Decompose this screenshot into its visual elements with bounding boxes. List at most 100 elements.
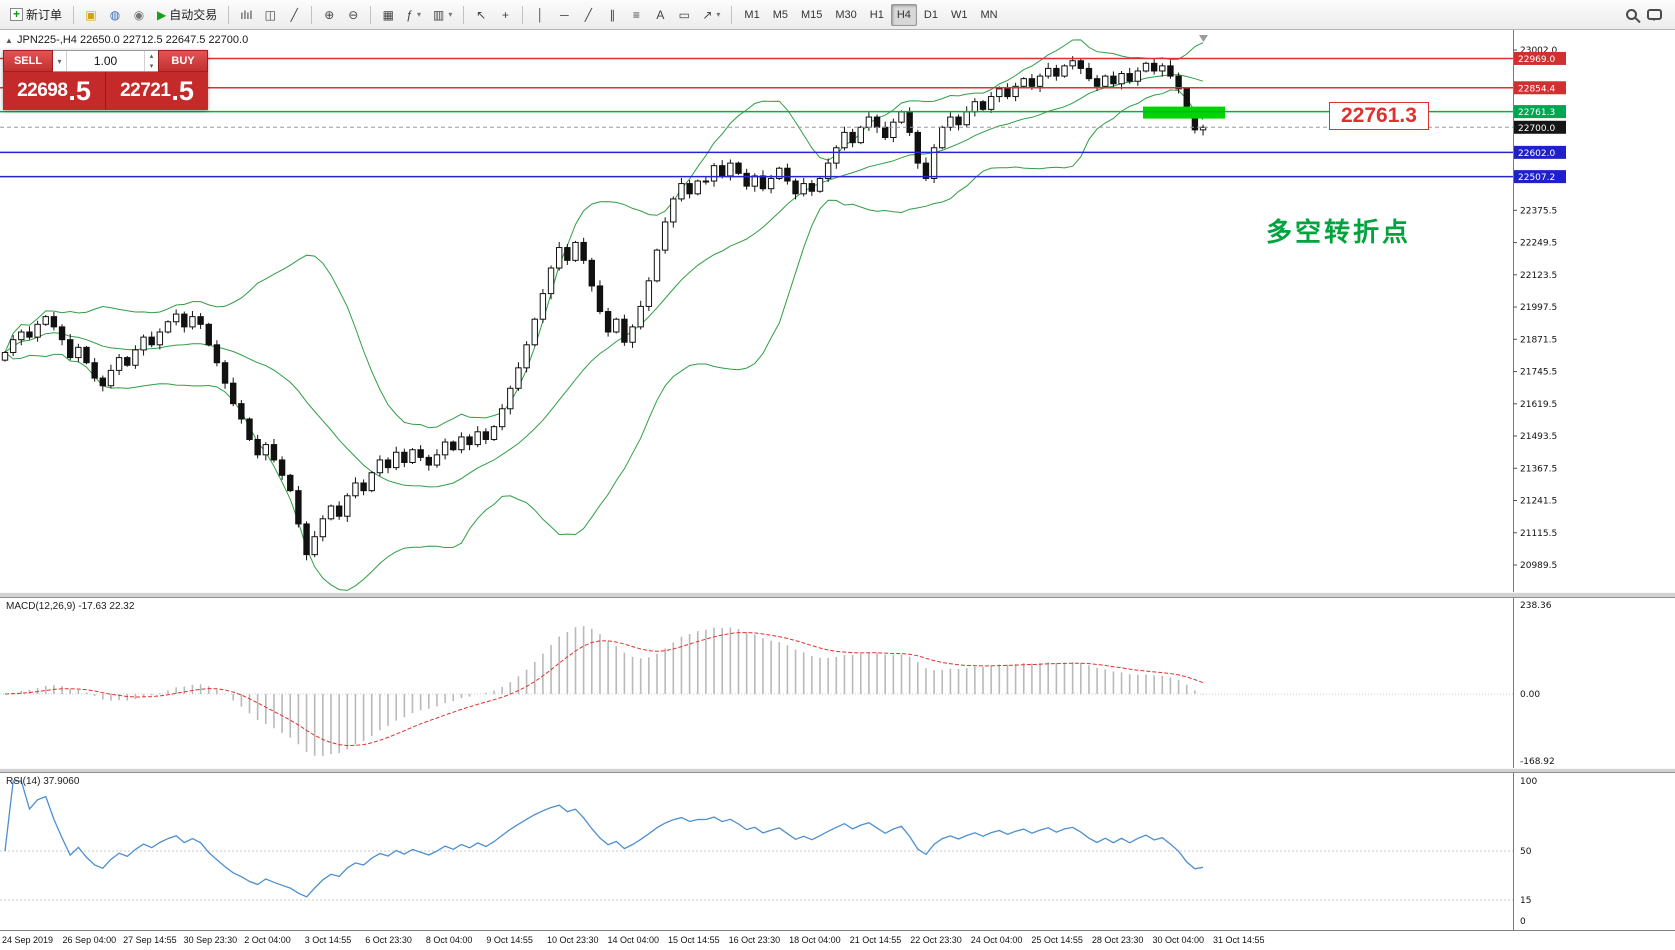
ohlc-values-label: 22650.0 22712.5 22647.5 22700.0 [79, 34, 249, 46]
time-axis-label: 16 Oct 23:30 [728, 935, 781, 945]
trendline-icon: ╱ [584, 7, 592, 22]
search-icon[interactable] [1626, 9, 1637, 20]
panel-separator[interactable] [0, 592, 1675, 598]
channel-icon: ∥ [609, 7, 616, 22]
buy-button[interactable]: BUY [158, 50, 208, 72]
indicators-button[interactable]: ƒ ▾ [401, 4, 426, 26]
time-axis-label: 27 Sep 14:55 [123, 935, 177, 945]
label-tool-icon: ▭ [678, 7, 690, 22]
time-axis-label: 10 Oct 23:30 [546, 935, 599, 945]
new-order-button[interactable]: 新订单 [5, 4, 67, 26]
timeframe-m5[interactable]: M5 [772, 8, 788, 21]
timeframe-m1[interactable]: M1 [744, 8, 760, 21]
label-tool-button[interactable]: ▭ [673, 4, 695, 26]
bar-chart-button[interactable]: ılıl [235, 4, 257, 26]
svg-text:22700.0: 22700.0 [1518, 124, 1555, 134]
crosshair-button[interactable]: + [494, 4, 516, 26]
toolbar-separator [370, 5, 372, 24]
toolbar-separator [73, 5, 75, 24]
price-chart-canvas[interactable]: 23002.0 22375.5 22249.5 22123.5 21997.5 21871… [0, 30, 1675, 592]
volume-up-icon[interactable]: ▴ [149, 53, 154, 60]
time-axis-label: 30 Oct 04:00 [1152, 935, 1204, 945]
turning-point-annotation[interactable]: 多空转折点 [1266, 217, 1412, 247]
buy-price-main: 22721 [120, 80, 171, 101]
tile-windows-button[interactable]: ▦ [377, 4, 399, 26]
timeframe-w1[interactable]: W1 [950, 8, 968, 21]
timeframe-group: M1 M5 M15 M30 H1 H4 D1 W1 MN [738, 3, 1003, 26]
price-callout-label[interactable]: 22761.3 [1329, 102, 1429, 130]
time-axis-label: 8 Oct 04:00 [425, 935, 473, 945]
new-order-icon [10, 8, 23, 21]
cursor-button[interactable]: ↖ [470, 4, 492, 26]
horizontal-line-icon: ─ [560, 7, 569, 22]
alerts-icon: ◍ [109, 7, 121, 22]
vertical-line-button[interactable]: │ [529, 4, 551, 26]
bar-chart-icon: ılıl [240, 7, 253, 22]
toolbar: 新订单 ▣ ◍ ◉ ▶ 自动交易 ılıl ◫ ╱ ⊕ ⊖ ▦ ƒ▾ ▥▾ ↖ … [0, 0, 1675, 30]
time-axis[interactable]: 24 Sep 2019 26 Sep 04:00 27 Sep 14:55 30 Se… [0, 930, 1675, 950]
toolbar-right-group [1626, 9, 1670, 21]
sell-price[interactable]: 22698 .5 [3, 72, 106, 110]
svg-text:-168.92: -168.92 [1520, 757, 1555, 767]
macd-canvas[interactable]: 238.36 0.00 -168.92 [0, 598, 1675, 768]
volume-dropdown-arrow-icon[interactable]: ▾ [53, 51, 67, 71]
profiles-button[interactable]: ▣ [80, 4, 102, 26]
svg-text:21115.5: 21115.5 [1520, 529, 1557, 539]
svg-text:22969.0: 22969.0 [1518, 55, 1555, 65]
zoom-out-icon: ⊖ [348, 7, 359, 22]
line-chart-button[interactable]: ╱ [283, 4, 305, 26]
svg-text:21745.5: 21745.5 [1520, 368, 1557, 378]
auto-trading-button[interactable]: ▶ 自动交易 [152, 4, 222, 26]
arrows-tool-button[interactable]: ↗ ▾ [697, 4, 725, 26]
svg-text:21997.5: 21997.5 [1520, 303, 1557, 313]
timeframe-m30[interactable]: M30 [835, 8, 857, 21]
time-axis-label: 6 Oct 23:30 [365, 935, 412, 945]
fibonacci-button[interactable]: ≡ [625, 4, 647, 26]
templates-button[interactable]: ▥ ▾ [428, 4, 457, 26]
price-chart-panel: 23002.0 22375.5 22249.5 22123.5 21997.5 21871… [0, 30, 1675, 592]
text-tool-button[interactable]: A [649, 4, 671, 26]
horizontal-line-button[interactable]: ─ [553, 4, 575, 26]
one-click-collapse-arrow[interactable]: ▲ [5, 36, 13, 45]
time-axis-label: 25 Oct 14:55 [1031, 935, 1083, 945]
crosshair-icon: + [501, 7, 509, 22]
trendline-button[interactable]: ╱ [577, 4, 599, 26]
zoom-in-button[interactable]: ⊕ [318, 4, 340, 26]
sell-button[interactable]: SELL [3, 50, 53, 72]
alerts-button[interactable]: ◍ [104, 4, 126, 26]
time-axis-label: 14 Oct 04:00 [607, 935, 660, 945]
svg-text:22602.0: 22602.0 [1518, 149, 1555, 159]
timeframe-m15[interactable]: M15 [800, 8, 823, 21]
timeframe-h1[interactable]: H1 [869, 8, 884, 21]
svg-text:50: 50 [1520, 847, 1532, 857]
svg-text:21871.5: 21871.5 [1520, 335, 1557, 345]
volume-down-icon[interactable]: ▾ [149, 63, 154, 70]
timeframe-d1[interactable]: D1 [923, 8, 938, 21]
timeframe-mn[interactable]: MN [980, 8, 998, 21]
volume-stepper: ▴ ▾ [144, 51, 158, 71]
toolbar-separator [228, 5, 230, 24]
tile-windows-icon: ▦ [382, 7, 394, 22]
time-axis-label: 21 Oct 14:55 [849, 935, 902, 945]
auto-trading-label: 自动交易 [169, 8, 218, 22]
templates-icon: ▥ [432, 7, 445, 22]
timeframe-h4[interactable]: H4 [890, 3, 917, 26]
svg-text:22761.3: 22761.3 [1518, 108, 1555, 118]
vertical-line-icon: │ [536, 7, 545, 22]
candlestick-button[interactable]: ◫ [259, 4, 281, 26]
zoom-out-button[interactable]: ⊖ [342, 4, 364, 26]
channel-button[interactable]: ∥ [601, 4, 623, 26]
panel-separator[interactable] [0, 768, 1675, 773]
time-axis-label: 22 Oct 23:30 [910, 935, 962, 945]
volume-input[interactable]: 1.00 [93, 54, 118, 68]
chat-icon[interactable] [1647, 9, 1662, 21]
candlestick-icon: ◫ [264, 7, 276, 22]
community-icon: ◉ [133, 7, 145, 22]
svg-text:21241.5: 21241.5 [1520, 497, 1557, 507]
buy-price[interactable]: 22721 .5 [106, 72, 208, 110]
community-button[interactable]: ◉ [128, 4, 150, 26]
svg-text:22123.5: 22123.5 [1520, 271, 1557, 281]
svg-text:22375.5: 22375.5 [1520, 206, 1557, 216]
svg-text:15: 15 [1520, 896, 1531, 906]
rsi-canvas[interactable]: 100 50 15 0 [0, 773, 1675, 930]
